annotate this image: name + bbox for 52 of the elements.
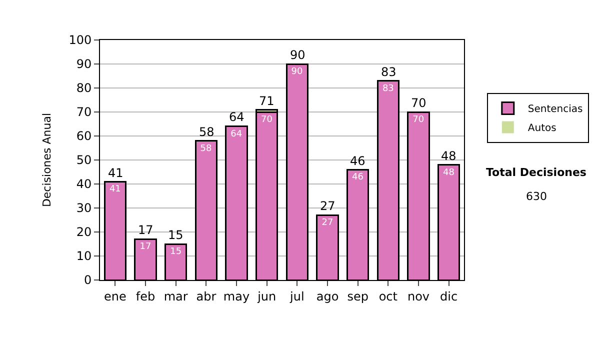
total-label: 83: [381, 65, 396, 79]
data-label: 70: [260, 115, 273, 125]
y-tick-label: 90: [76, 57, 92, 72]
y-tick-label: 40: [76, 177, 92, 192]
y-tick-label: 20: [76, 225, 92, 240]
total-label: 70: [411, 96, 426, 110]
y-tick-label: 80: [76, 81, 92, 96]
x-tick-label: dic: [440, 289, 458, 304]
y-tick-label: 60: [76, 129, 92, 144]
y-tick-label: 50: [76, 153, 92, 168]
text: 630: [526, 190, 547, 203]
legend-label: Autos: [528, 123, 556, 134]
total-label: 90: [290, 48, 306, 62]
data-label: 15: [170, 247, 182, 257]
total-label: 64: [229, 110, 244, 124]
x-tick-label: abr: [196, 289, 216, 304]
y-tick-label: 30: [76, 201, 92, 216]
data-label: 90: [291, 67, 304, 77]
total-label: 41: [108, 166, 124, 180]
total-label: 71: [259, 94, 274, 108]
text: Total Decisiones: [486, 166, 587, 179]
x-tick-label: ene: [104, 289, 126, 304]
total-label: 15: [168, 228, 184, 242]
y-tick-label: 10: [76, 249, 92, 264]
x-tick-label: ago: [316, 289, 339, 304]
data-label: 48: [442, 168, 455, 178]
x-tick-label: jun: [256, 289, 276, 304]
data-label: 58: [200, 144, 212, 154]
x-tick-label: nov: [407, 289, 430, 304]
total-label: 17: [138, 223, 154, 237]
y-axis-title: Decisiones Anual: [40, 112, 54, 208]
data-label: 46: [352, 172, 364, 183]
data-label: 17: [140, 242, 152, 252]
y-tick-label: 70: [76, 105, 92, 120]
x-tick-label: jul: [289, 289, 304, 304]
x-tick-label: mar: [164, 289, 188, 304]
legend-label: Sentencias: [528, 104, 583, 116]
x-tick-label: oct: [378, 289, 398, 304]
total-label: 46: [350, 154, 366, 168]
data-label: 27: [322, 218, 334, 228]
y-tick-label: 100: [68, 33, 92, 48]
data-label: 83: [382, 84, 394, 94]
x-tick-label: may: [223, 289, 250, 304]
data-label: 70: [412, 115, 424, 125]
x-tick-label: feb: [136, 289, 156, 304]
total-label: 48: [441, 149, 456, 163]
total-label: 27: [320, 199, 336, 213]
data-label: 64: [230, 129, 242, 140]
x-tick-label: sep: [347, 289, 368, 304]
y-tick-label: 0: [84, 273, 92, 288]
data-label: 41: [109, 184, 121, 195]
total-label: 58: [199, 125, 214, 139]
